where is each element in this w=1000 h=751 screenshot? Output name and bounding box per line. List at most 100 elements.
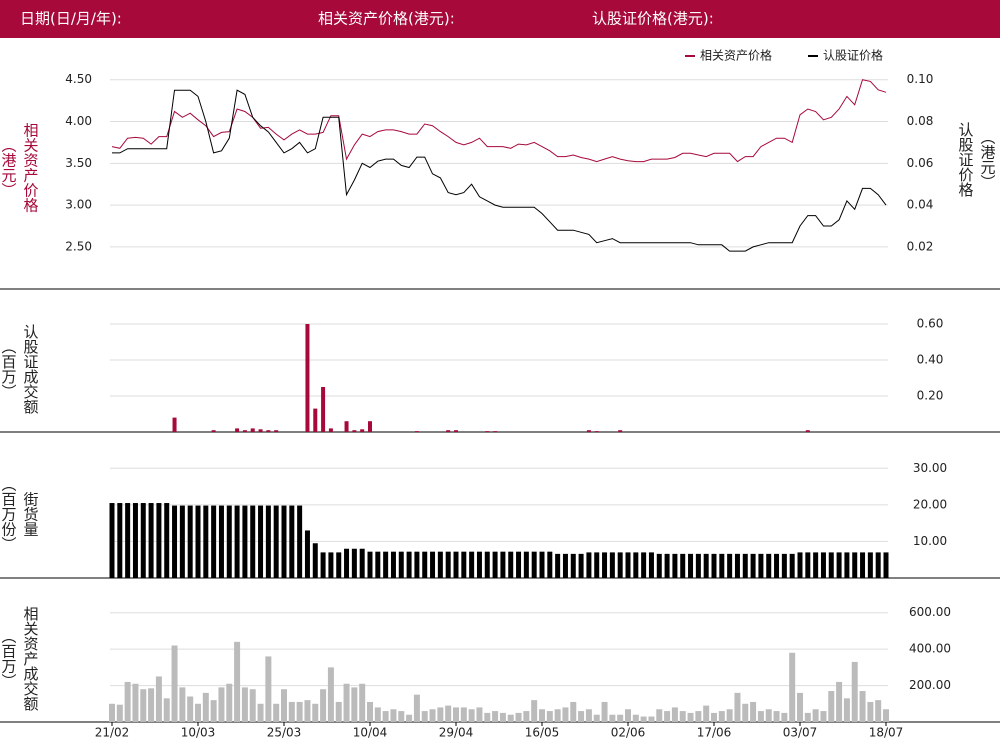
bar xyxy=(679,711,686,722)
bar xyxy=(586,552,592,578)
bar xyxy=(555,553,561,578)
y-axis-unit: （百万） xyxy=(0,628,18,688)
y2-tick-label: 0.04 xyxy=(907,198,934,212)
bar xyxy=(242,430,247,432)
bar xyxy=(327,667,334,722)
bar xyxy=(320,689,327,722)
bar xyxy=(797,552,803,578)
bar xyxy=(235,428,240,432)
bar xyxy=(351,687,358,722)
bar xyxy=(460,707,467,722)
header-bar xyxy=(0,0,1000,38)
bar xyxy=(836,552,842,578)
bar xyxy=(578,553,584,578)
bar xyxy=(656,709,663,722)
bar xyxy=(656,553,662,578)
bar xyxy=(492,551,498,578)
bar xyxy=(203,505,209,578)
bar xyxy=(375,551,381,578)
y-axis-label: 相关资产成交额 xyxy=(22,606,40,711)
bar xyxy=(249,689,256,722)
bar xyxy=(453,707,459,722)
bar xyxy=(367,701,373,722)
bar xyxy=(750,701,757,722)
bar xyxy=(187,696,194,722)
bar xyxy=(437,551,443,578)
x-tick-label: 29/04 xyxy=(439,726,474,740)
bar xyxy=(430,551,436,578)
bar xyxy=(867,701,874,722)
legend-label: 相关资产价格 xyxy=(700,48,772,63)
bar xyxy=(312,703,319,722)
bar xyxy=(820,552,826,578)
bar xyxy=(210,700,217,722)
x-tick-label: 25/03 xyxy=(267,726,302,740)
bar xyxy=(648,716,655,722)
bar xyxy=(226,505,232,578)
bar xyxy=(351,548,357,578)
bar xyxy=(296,701,303,722)
bar xyxy=(468,709,475,722)
bar xyxy=(476,707,483,722)
bar xyxy=(312,543,318,578)
y-tick-label: 30.00 xyxy=(913,461,947,475)
bar xyxy=(469,551,475,578)
bar xyxy=(508,551,514,578)
bar xyxy=(672,553,678,578)
bar xyxy=(680,553,686,578)
bar xyxy=(633,552,639,578)
bar xyxy=(860,552,866,578)
bar xyxy=(640,716,647,722)
bar xyxy=(867,552,873,578)
bar xyxy=(742,553,748,578)
bar xyxy=(124,681,131,722)
bar xyxy=(250,428,255,432)
bar xyxy=(445,705,452,722)
bar xyxy=(211,505,217,578)
bar xyxy=(250,505,256,578)
bar xyxy=(671,707,678,722)
y-tick-label: 4.50 xyxy=(65,72,92,86)
y2-tick-label: 0.02 xyxy=(907,239,934,253)
bar xyxy=(602,552,608,578)
y-tick-label: 200.00 xyxy=(909,678,951,692)
bar xyxy=(266,430,271,432)
y2-axis-unit: （港元） xyxy=(979,130,997,190)
bar xyxy=(492,711,499,722)
bar xyxy=(360,429,365,432)
underlying-label: 相关资产价格(港元): xyxy=(318,10,455,28)
bar xyxy=(805,430,810,432)
bar xyxy=(437,707,444,722)
bar xyxy=(226,683,233,722)
bar xyxy=(335,701,342,722)
date-label: 日期(日/月/年): xyxy=(20,10,122,28)
bar xyxy=(570,553,576,578)
bar xyxy=(406,714,413,722)
bar xyxy=(148,688,155,722)
bar xyxy=(718,711,725,722)
bar xyxy=(562,553,568,578)
bar xyxy=(703,705,710,722)
bar xyxy=(241,687,248,722)
bar xyxy=(515,712,522,722)
legend-label: 认股证价格 xyxy=(823,48,883,63)
y-axis-unit: （港元） xyxy=(0,138,18,198)
x-tick-label: 10/04 xyxy=(353,726,388,740)
bar xyxy=(398,711,405,722)
bar xyxy=(156,503,162,578)
bar xyxy=(586,430,591,432)
bar xyxy=(453,551,459,578)
bar xyxy=(195,703,201,722)
bar xyxy=(797,692,803,722)
bar xyxy=(344,421,349,432)
bar xyxy=(828,552,834,578)
bar xyxy=(781,712,788,722)
y2-tick-label: 0.08 xyxy=(907,114,934,128)
bar xyxy=(813,552,819,578)
bar xyxy=(828,691,835,722)
bar xyxy=(499,712,506,722)
bar xyxy=(781,553,787,578)
bar xyxy=(390,709,397,722)
bar xyxy=(344,548,350,578)
